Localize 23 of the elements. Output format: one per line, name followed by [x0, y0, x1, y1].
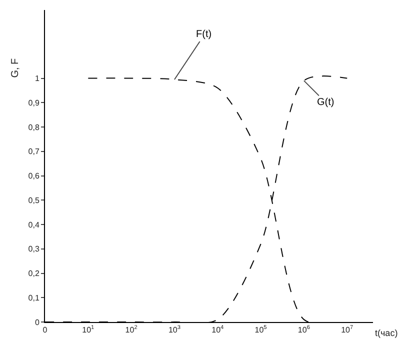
y-tick-label: 0,2 [28, 269, 40, 278]
y-tick-label: 1 [34, 74, 40, 84]
x-tick-label: 10$^{7}$ [341, 325, 354, 335]
y-axis-title: G, F [10, 58, 22, 78]
y-tick-label: 0 [34, 318, 40, 327]
y-tick-label: 0,8 [28, 122, 40, 132]
x-tick-label: 10$^{6}$ [298, 325, 310, 335]
x-tick-label: 10$^{4}$ [212, 325, 224, 335]
y-tick-label: 0,4 [28, 220, 40, 230]
x-tick-label: 0 [42, 326, 48, 335]
x-tick-label: 10$^{2}$ [125, 325, 138, 335]
y-tick-label: 0,9 [28, 98, 40, 108]
text: G(t) [317, 97, 334, 108]
y-tick-label: 0,1 [28, 293, 40, 302]
y-tick-label: 0,6 [28, 172, 40, 181]
x-tick-label: 10$^{1}$ [82, 325, 94, 335]
x-tick-label: 10$^{5}$ [254, 325, 267, 335]
text: F(t) [196, 29, 212, 40]
y-tick-label: 0,5 [28, 196, 40, 205]
x-tick-label: 10$^{3}$ [168, 325, 180, 335]
y-tick-label: 0,7 [28, 147, 40, 156]
x-axis-title: t(час) [375, 328, 398, 338]
y-tick-label: 0,3 [28, 244, 40, 254]
